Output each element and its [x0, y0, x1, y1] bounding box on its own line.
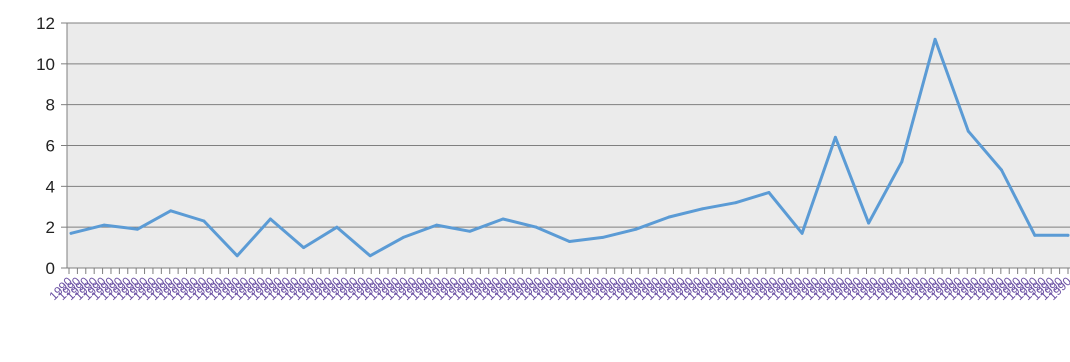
- y-tick-label: 8: [46, 96, 55, 115]
- data-point: [368, 254, 372, 258]
- data-point: [235, 254, 239, 258]
- y-axis: 0 2 4 6 8 10 12: [36, 14, 68, 278]
- data-point: [701, 207, 704, 211]
- data-point: [202, 219, 206, 223]
- data-point: [767, 191, 771, 194]
- y-tick-label: 2: [46, 218, 55, 237]
- data-point: [933, 37, 937, 41]
- data-point: [302, 246, 306, 249]
- data-point: [800, 231, 804, 235]
- y-tick-label: 6: [46, 137, 55, 156]
- series-group: [69, 37, 1070, 258]
- data-point: [501, 217, 505, 221]
- data-point: [833, 135, 837, 139]
- data-point: [601, 235, 605, 239]
- data-point: [269, 217, 272, 221]
- data-point: [1000, 168, 1003, 172]
- x-axis: 1990199019901990199019901990199019901990…: [46, 267, 1070, 303]
- data-point: [401, 235, 405, 239]
- y-tick-label: 12: [36, 14, 55, 33]
- data-point: [634, 227, 638, 231]
- data-point: [102, 223, 106, 227]
- data-point: [1033, 233, 1037, 237]
- y-tick-label: 4: [46, 177, 55, 196]
- data-point: [734, 201, 738, 205]
- data-point: [1066, 233, 1070, 237]
- data-point: [69, 231, 73, 235]
- data-point: [568, 240, 571, 243]
- y-tick-label: 10: [36, 55, 55, 74]
- data-point: [335, 225, 339, 229]
- data-point: [667, 215, 671, 219]
- data-point: [136, 227, 139, 231]
- data-point: [435, 223, 438, 227]
- data-point: [867, 221, 870, 225]
- data-point: [966, 129, 970, 133]
- data-point: [468, 229, 472, 233]
- y-tick-label: 0: [46, 259, 55, 278]
- data-point: [534, 225, 538, 229]
- data-point: [900, 160, 904, 164]
- data-point: [169, 209, 173, 213]
